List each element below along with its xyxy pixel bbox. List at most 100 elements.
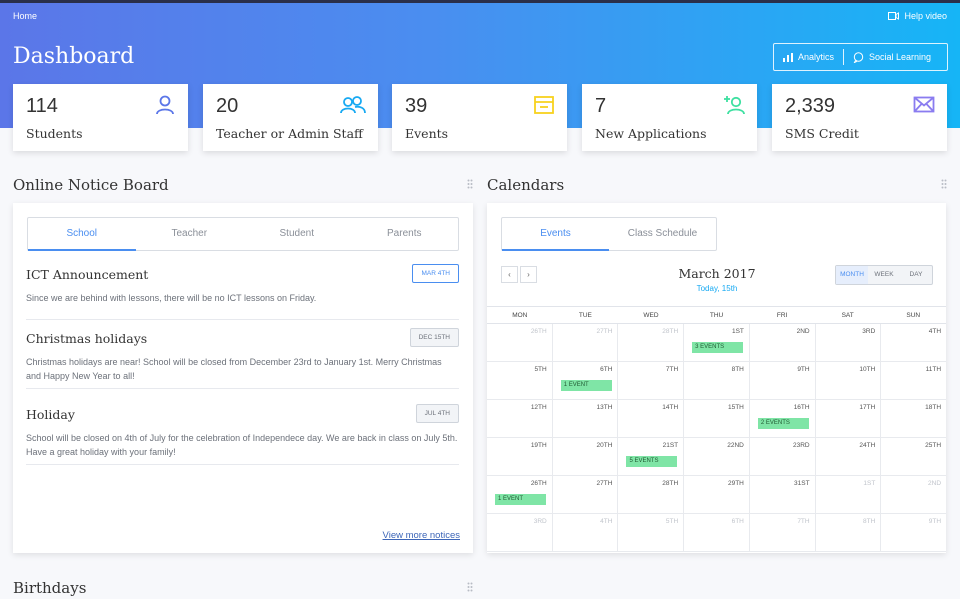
calendar-body: 26TH 27TH 28TH 1ST 3 EVENTS 2ND 3RD 4TH 5TH 6TH 1 … (487, 324, 946, 552)
social-learning-button[interactable]: Social Learning (844, 44, 940, 70)
calendar-day-cell[interactable]: 15TH (684, 400, 750, 437)
calendar-day-cell[interactable]: 1ST (816, 476, 882, 513)
calendar-day-cell[interactable]: 23RD (750, 438, 816, 475)
tab-school[interactable]: School (28, 218, 136, 251)
calendar-view-switcher: MONTH WEEK DAY (835, 265, 933, 285)
calendar-day-cell[interactable]: 3RD (487, 514, 553, 551)
page-title: Dashboard (13, 44, 135, 69)
calendar-event-badge[interactable]: 3 EVENTS (692, 342, 744, 353)
calendar-day-cell[interactable]: 31ST (750, 476, 816, 513)
next-month-button[interactable]: › (520, 266, 537, 283)
calendar-event-badge[interactable]: 5 EVENTS (626, 456, 678, 467)
notice-board-card: School Teacher Student Parents ICT Annou… (13, 203, 473, 553)
stat-card-events[interactable]: 39 Events (392, 84, 567, 151)
calendar-day-number: 10TH (859, 366, 876, 373)
calendar-day-cell[interactable]: 18TH (881, 400, 946, 437)
calendar-day-cell[interactable]: 8TH (684, 362, 750, 399)
calendar-day-cell[interactable]: 25TH (881, 438, 946, 475)
view-month-button[interactable]: MONTH (836, 266, 868, 284)
calendar-day-cell[interactable]: 13TH (553, 400, 619, 437)
calendar-day-cell[interactable]: 17TH (816, 400, 882, 437)
calendar-day-number: 26TH (530, 328, 547, 335)
calendar-event-badge[interactable]: 1 EVENT (560, 380, 612, 391)
analytics-button[interactable]: Analytics (774, 44, 843, 70)
calendar-day-number: 2ND (796, 328, 810, 335)
calendar-day-cell[interactable]: 22ND (684, 438, 750, 475)
calendar-day-cell[interactable]: 9TH (750, 362, 816, 399)
calendar-day-cell[interactable]: 2ND (750, 324, 816, 361)
stat-label: SMS Credit (785, 126, 859, 141)
chevron-right-icon: › (527, 270, 530, 279)
stat-card-staff[interactable]: 20 Teacher or Admin Staff (203, 84, 378, 151)
stat-card-sms-credit[interactable]: 2,339 SMS Credit (772, 84, 947, 151)
weekday-label: THU (709, 312, 724, 319)
view-day-button[interactable]: DAY (909, 271, 923, 278)
calendar-day-cell[interactable]: 12TH (487, 400, 553, 437)
calendar-day-number: 9TH (797, 366, 810, 373)
calendar-day-cell[interactable]: 4TH (881, 324, 946, 361)
drag-handle-icon[interactable] (467, 582, 473, 592)
calendar-day-cell[interactable]: 5TH (487, 362, 553, 399)
stat-card-students[interactable]: 114 Students (13, 84, 188, 151)
calendar-day-cell[interactable]: 7TH (618, 362, 685, 399)
calendar-day-cell[interactable]: 29TH (684, 476, 750, 513)
tab-student[interactable]: Student (279, 228, 314, 239)
weekday-header: MON TUE WED THU FRI SAT SUN (487, 306, 946, 324)
bar-chart-icon (783, 52, 793, 62)
calendar-day-number: 21ST (662, 442, 679, 449)
stat-label: New Applications (595, 126, 707, 141)
calendar-day-cell[interactable]: 11TH (881, 362, 946, 399)
weekday-label: WED (643, 312, 659, 319)
calendar-day-cell[interactable]: 27TH (553, 324, 619, 361)
calendar-day-cell[interactable]: 20TH (553, 438, 619, 475)
drag-handle-icon[interactable] (941, 179, 947, 189)
calendar-day-cell[interactable]: 1ST 3 EVENTS (684, 324, 750, 361)
calendar-day-cell[interactable]: 28TH (618, 324, 685, 361)
calendar-day-cell[interactable]: 19TH (487, 438, 553, 475)
social-learning-label: Social Learning (869, 52, 932, 62)
calendar-day-number: 8TH (731, 366, 744, 373)
calendar-day-cell[interactable]: 28TH (618, 476, 685, 513)
view-week-button[interactable]: WEEK (874, 271, 894, 278)
calendar-event-badge[interactable]: 1 EVENT (495, 494, 546, 505)
calendar-day-cell[interactable]: 6TH (684, 514, 750, 551)
list-item[interactable]: ICT Announcement MAR 4TH Since we are be… (26, 264, 459, 320)
calendar-day-cell[interactable]: 5TH (618, 514, 685, 551)
help-video-link[interactable]: Help video (888, 11, 947, 21)
calendar-day-cell[interactable]: 26TH 1 EVENT (487, 476, 553, 513)
calendar-day-number: 3RD (862, 328, 876, 335)
drag-handle-icon[interactable] (467, 179, 473, 189)
list-item[interactable]: Holiday JUL 4TH School will be closed on… (26, 404, 459, 465)
tab-parents[interactable]: Parents (387, 228, 422, 239)
calendar-day-cell[interactable]: 6TH 1 EVENT (553, 362, 619, 399)
notice-title: Christmas holidays (26, 331, 148, 346)
calendar-day-cell[interactable]: 21ST 5 EVENTS (618, 438, 685, 475)
stat-card-applications[interactable]: 7 New Applications (582, 84, 757, 151)
calendar-day-cell[interactable]: 14TH (618, 400, 685, 437)
calendar-week-row: 26TH 27TH 28TH 1ST 3 EVENTS 2ND 3RD 4TH (487, 324, 946, 362)
breadcrumb-home[interactable]: Home (13, 11, 38, 21)
calendar-day-number: 31ST (794, 480, 810, 487)
calendar-day-cell[interactable]: 27TH (553, 476, 619, 513)
calendar-day-cell[interactable]: 4TH (553, 514, 619, 551)
calendar-day-number: 4TH (600, 518, 613, 525)
calendar-day-cell[interactable]: 2ND (881, 476, 946, 513)
list-item[interactable]: Christmas holidays DEC 15TH Christmas ho… (26, 328, 459, 389)
calendar-event-badge[interactable]: 2 EVENTS (757, 418, 809, 429)
calendar-day-cell[interactable]: 3RD (816, 324, 882, 361)
calendar-day-cell[interactable]: 16TH 2 EVENTS (750, 400, 816, 437)
calendar-day-cell[interactable]: 24TH (816, 438, 882, 475)
calendar-day-cell[interactable]: 8TH (816, 514, 882, 551)
tab-events[interactable]: Events (502, 218, 609, 251)
prev-month-button[interactable]: ‹ (501, 266, 518, 283)
calendar-day-cell[interactable]: 9TH (881, 514, 946, 551)
calendar-day-number: 15TH (727, 404, 744, 411)
view-more-notices-link[interactable]: View more notices (382, 530, 460, 541)
tab-teacher[interactable]: Teacher (171, 228, 208, 239)
calendar-day-cell[interactable]: 7TH (750, 514, 816, 551)
calendar-day-cell[interactable]: 26TH (487, 324, 553, 361)
calendar-day-number: 27TH (596, 328, 613, 335)
add-user-icon (724, 96, 745, 115)
tab-class-schedule[interactable]: Class Schedule (627, 228, 698, 239)
calendar-day-cell[interactable]: 10TH (816, 362, 882, 399)
